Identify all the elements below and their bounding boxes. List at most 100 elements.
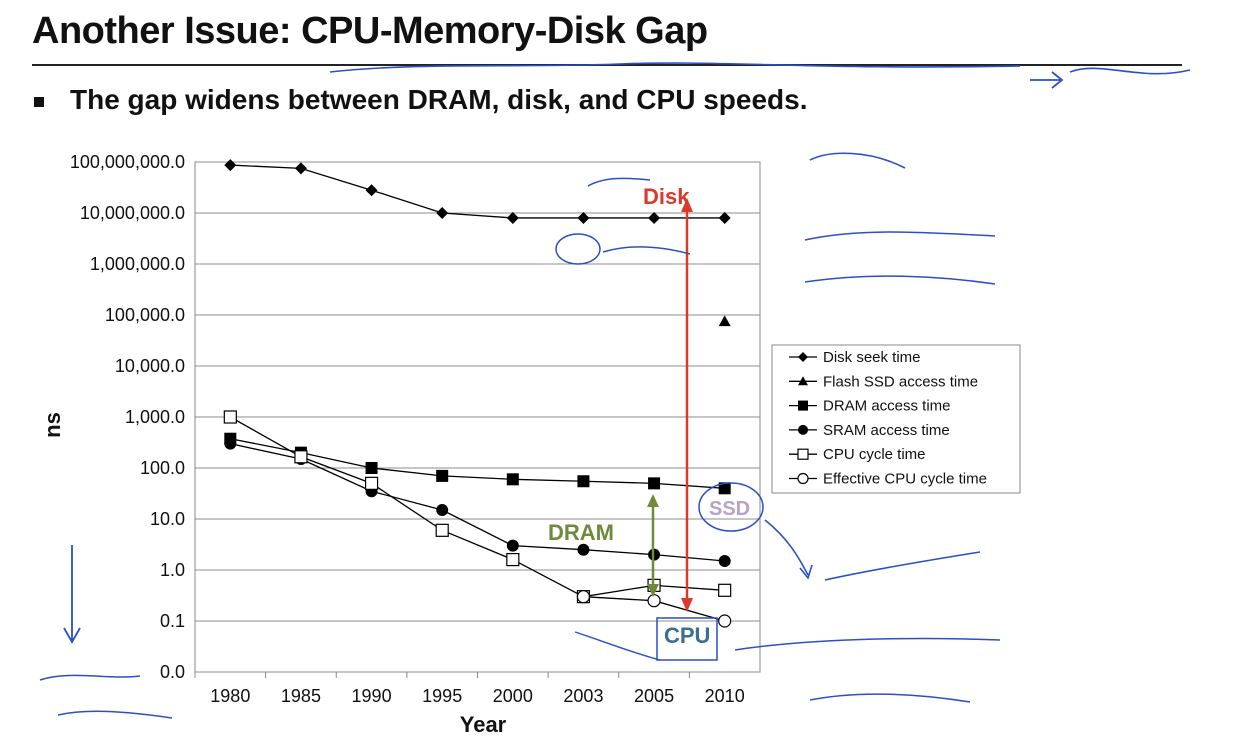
legend-item: CPU cycle time bbox=[789, 446, 926, 463]
handwritten-note-memory bbox=[804, 231, 996, 241]
y-tick-label: 1,000.0 bbox=[125, 407, 185, 427]
dram-label: DRAM bbox=[548, 520, 614, 545]
y-tick-label: 100.0 bbox=[140, 458, 185, 478]
data-point bbox=[798, 352, 808, 362]
x-tick-label: 1995 bbox=[422, 686, 462, 706]
ssd-label: SSD bbox=[709, 498, 750, 520]
annotations: Disk DRAM SSD CPU bbox=[39, 62, 1191, 719]
handwritten-note-pcie bbox=[809, 152, 906, 169]
cpu-box-mark bbox=[656, 617, 718, 661]
data-point bbox=[647, 594, 661, 608]
data-point bbox=[435, 523, 449, 537]
handwritten-note-ns bbox=[574, 631, 661, 661]
legend-label: SRAM access time bbox=[823, 422, 950, 439]
data-point bbox=[718, 583, 732, 597]
y-tick-label: 0.1 bbox=[160, 611, 185, 631]
grid-lines bbox=[195, 161, 760, 673]
data-point bbox=[224, 437, 237, 450]
data-point bbox=[294, 162, 307, 175]
legend-label: Disk seek time bbox=[823, 349, 921, 366]
handwritten-note-access bbox=[809, 693, 971, 703]
handwritten-arrow-down bbox=[63, 545, 81, 644]
y-tick-label: 10,000.0 bbox=[115, 356, 185, 376]
y-tick-label: 0.0 bbox=[160, 662, 185, 682]
x-tick-label: 1980 bbox=[210, 686, 250, 706]
disk-arrow-head-down bbox=[681, 598, 693, 612]
data-point bbox=[224, 159, 237, 172]
handwritten-note-slow bbox=[587, 177, 651, 187]
dram-arrow-head-down bbox=[647, 584, 659, 597]
series-line bbox=[230, 443, 725, 562]
data-point bbox=[577, 475, 590, 488]
data-point bbox=[718, 315, 731, 327]
series-flash-ssd-access-time bbox=[718, 315, 731, 327]
legend-item: SRAM access time bbox=[789, 422, 950, 439]
data-point bbox=[436, 504, 449, 517]
x-tick-label: 2010 bbox=[705, 686, 745, 706]
x-tick-label: 2003 bbox=[563, 686, 603, 706]
x-axis-title: Year bbox=[460, 712, 507, 737]
y-tick-labels: 100,000,000.0 10,000,000.0 1,000,000.0 100,… bbox=[70, 152, 185, 682]
data-point bbox=[577, 543, 590, 556]
data-point bbox=[718, 555, 731, 568]
handwritten-note-faster bbox=[57, 710, 173, 719]
legend-label: CPU cycle time bbox=[823, 446, 926, 463]
data-point bbox=[577, 211, 590, 224]
legend-item: Disk seek time bbox=[789, 349, 921, 366]
data-point bbox=[436, 207, 449, 219]
handwritten-note-bottleneck bbox=[1069, 67, 1191, 75]
cpu-label: CPU bbox=[664, 623, 710, 648]
x-tick-label: 1985 bbox=[281, 686, 321, 706]
data-point bbox=[718, 614, 732, 628]
y-tick-label: 100,000.0 bbox=[105, 305, 185, 325]
legend-item: DRAM access time bbox=[789, 398, 951, 415]
handwritten-note-lower bbox=[39, 674, 141, 681]
data-point bbox=[294, 450, 308, 464]
legend: Disk seek time Flash SSD access time DRAM … bbox=[771, 344, 1021, 494]
data-point bbox=[797, 448, 809, 460]
y-tick-label: 10,000,000.0 bbox=[80, 203, 185, 223]
legend-item: Flash SSD access time bbox=[789, 373, 978, 390]
data-point bbox=[798, 376, 808, 386]
y-tick-label: 10.0 bbox=[150, 509, 185, 529]
y-tick-label: 1,000,000.0 bbox=[90, 254, 185, 274]
ssd-circle-mark bbox=[698, 482, 764, 532]
data-point bbox=[798, 400, 808, 411]
handwritten-note-top bbox=[329, 62, 1021, 73]
data-point bbox=[718, 211, 731, 224]
legend-label: Flash SSD access time bbox=[823, 373, 978, 390]
bullet-text: The gap widens between DRAM, disk, and C… bbox=[70, 84, 808, 115]
y-axis-title: ns bbox=[40, 412, 65, 438]
data-point bbox=[223, 410, 237, 424]
legend-label: Effective CPU cycle time bbox=[823, 471, 987, 488]
series-line bbox=[229, 416, 725, 598]
data-point bbox=[648, 211, 661, 224]
handwritten-arrow-ssd bbox=[764, 519, 813, 580]
series-effective-cpu-cycle-time bbox=[576, 590, 732, 628]
data-point bbox=[648, 477, 661, 490]
data-point bbox=[506, 552, 520, 567]
disk-label: Disk bbox=[643, 184, 690, 209]
x-tick-label: 2005 bbox=[634, 686, 674, 706]
handwritten-note-ms bbox=[602, 246, 691, 255]
handwritten-note-interface bbox=[804, 275, 996, 285]
series-line bbox=[230, 438, 725, 489]
series-disk-seek-time bbox=[224, 159, 731, 224]
data-point bbox=[506, 473, 519, 486]
disk-arrow-head-up bbox=[681, 198, 693, 212]
legend-item: Effective CPU cycle time bbox=[789, 471, 987, 488]
data-point bbox=[506, 539, 519, 552]
data-point bbox=[797, 472, 809, 485]
series-group bbox=[223, 159, 732, 628]
bullet-marker bbox=[34, 97, 44, 107]
dram-arrow-head-up bbox=[647, 494, 659, 507]
slide-title: Another Issue: CPU-Memory-Disk Gap bbox=[32, 10, 708, 52]
handwritten-note-fast bbox=[824, 551, 981, 581]
handwritten-circle-ms bbox=[555, 233, 601, 265]
x-tick-labels: 1980 1985 1990 1995 2000 2003 2005 2010 bbox=[194, 672, 745, 706]
data-point bbox=[718, 482, 731, 495]
data-point bbox=[798, 424, 808, 435]
handwritten-note-multicore bbox=[734, 637, 1001, 651]
x-tick-label: 1990 bbox=[352, 686, 392, 706]
